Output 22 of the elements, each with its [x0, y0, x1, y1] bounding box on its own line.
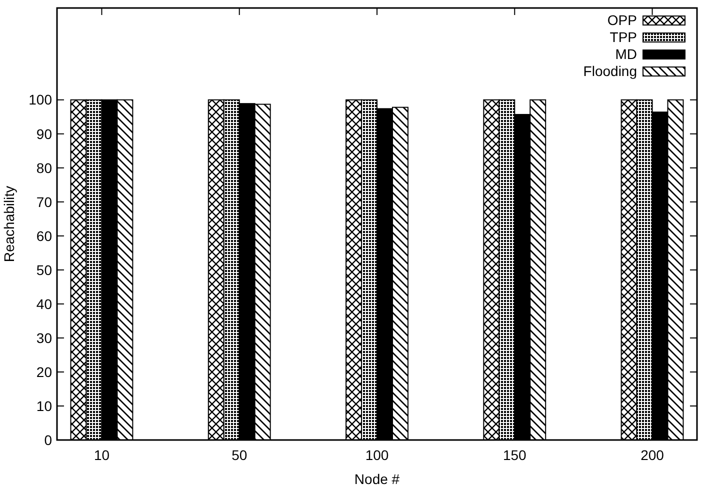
legend-label: MD — [615, 46, 637, 62]
x-tick-label: 10 — [94, 447, 110, 463]
x-tick-label: 100 — [365, 447, 389, 463]
legend-label: TPP — [610, 28, 637, 45]
y-tick-label: 0 — [44, 432, 52, 448]
y-tick-label: 100 — [28, 92, 52, 108]
legend-label: Flooding — [583, 62, 637, 79]
y-tick-label: 70 — [36, 194, 52, 210]
y-tick-label: 50 — [36, 262, 52, 278]
y-tick-label: 30 — [36, 330, 52, 346]
y-tick-label: 80 — [36, 160, 52, 176]
x-tick-label: 50 — [232, 447, 248, 463]
legend-label: OPP — [607, 12, 637, 28]
y-tick-label: 60 — [36, 228, 52, 244]
x-tick-label: 200 — [640, 447, 664, 463]
y-tick-label: 10 — [36, 398, 52, 414]
x-axis-title: Node # — [354, 471, 400, 487]
y-tick-label: 40 — [36, 296, 52, 312]
y-tick-label: 20 — [36, 364, 52, 380]
y-axis-title: Reachability — [1, 186, 17, 262]
y-tick-label: 90 — [36, 126, 52, 142]
x-tick-label: 150 — [502, 447, 527, 463]
